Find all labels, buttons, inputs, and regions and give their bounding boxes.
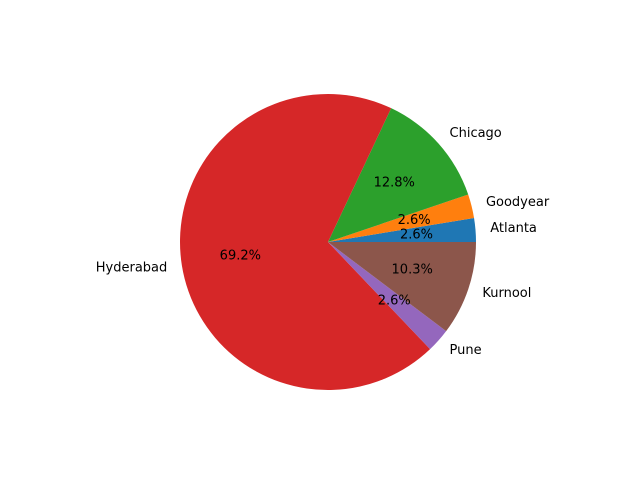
pie-category-labels: Atlanta Goodyear Chicago Hyderabad Pune Kurno… bbox=[96, 126, 550, 358]
pie-slice-chicago bbox=[328, 108, 469, 242]
pie-label-pune: Pune bbox=[450, 343, 482, 358]
pie-percent-chicago: 12.8% bbox=[374, 175, 415, 190]
pie-percent-pune: 2.6% bbox=[378, 294, 411, 309]
pie-slice-kurnool bbox=[328, 242, 476, 332]
pie-percent-labels: 2.6%2.6%12.8%69.2%2.6%10.3% bbox=[220, 175, 433, 308]
pie-percent-goodyear: 2.6% bbox=[398, 213, 431, 228]
pie-percent-kurnool: 10.3% bbox=[392, 263, 433, 278]
pie-slice-atlanta bbox=[328, 217, 476, 242]
pie-label-atlanta: Atlanta bbox=[490, 221, 537, 236]
pie-slices bbox=[180, 94, 476, 391]
pie-label-goodyear: Goodyear bbox=[486, 195, 550, 210]
pie-label-chicago: Chicago bbox=[450, 126, 502, 141]
pie-label-kurnool: Kurnool bbox=[482, 286, 531, 301]
pie-label-hyderabad: Hyderabad bbox=[96, 260, 168, 275]
pie-percent-atlanta: 2.6% bbox=[400, 227, 433, 242]
pie-percent-hyderabad: 69.2% bbox=[220, 249, 261, 264]
pie-slice-pune bbox=[328, 242, 447, 350]
pie-slice-hyderabad bbox=[180, 94, 431, 391]
pie-slice-goodyear bbox=[328, 194, 475, 242]
